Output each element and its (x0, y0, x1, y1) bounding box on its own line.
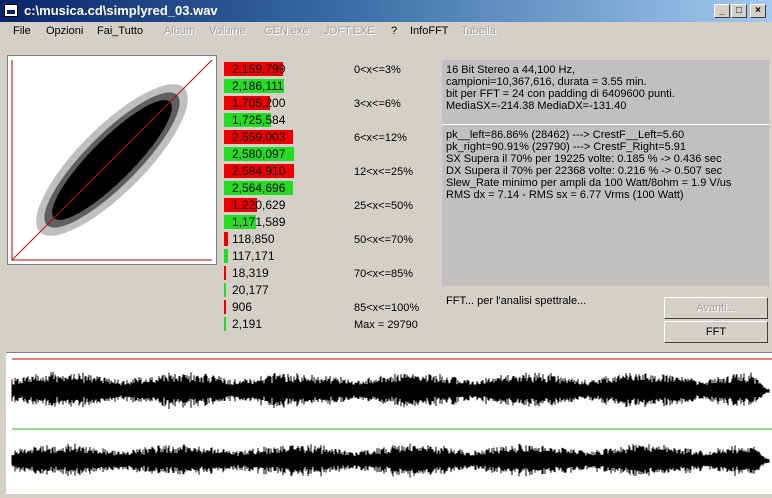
menu-infofft[interactable]: InfoFFT (410, 25, 449, 37)
range-label: 12<x<=25% (354, 166, 414, 178)
histogram-row: 117,171 (224, 249, 294, 263)
max-label: Max = 29790 (354, 319, 418, 331)
waveform-right-channel (11, 443, 770, 478)
stereo-scatter-plot (7, 55, 217, 265)
histogram-value: 2,580,097 (232, 147, 286, 161)
histogram-value: 1,705,200 (232, 96, 286, 110)
range-label: 70<x<=85% (354, 268, 414, 280)
close-button[interactable]: × (750, 4, 766, 18)
info-divider (442, 124, 769, 125)
waveform-panel (6, 352, 772, 494)
histogram-bar-left (224, 96, 270, 110)
histogram-row: 2,559,003 (224, 130, 294, 144)
histogram-row: 1,725,584 (224, 113, 294, 127)
menu-help[interactable]: ? (391, 25, 398, 37)
histogram-value: 906 (232, 300, 253, 314)
menu-gen-exe: GEN.exe (264, 25, 309, 37)
histogram-row: 2,186,111 (224, 79, 294, 93)
menu-album: Album (164, 25, 196, 37)
histogram-bar-right (224, 215, 256, 229)
fft-status-text: FFT... per l'analisi spettrale... (446, 295, 587, 307)
histogram-row: 2,580,097 (224, 147, 294, 161)
histogram-bar-left (224, 164, 294, 178)
histogram-value: 2,559,003 (232, 130, 286, 144)
info-panel: 16 Bit Stereo a 44,100 Hz, campioni=10,3… (442, 60, 769, 286)
histogram-row: 20,177 (224, 283, 294, 297)
next-button[interactable]: Avanti... (664, 297, 768, 319)
menu-fai-tutto[interactable]: Fai_Tutto (97, 25, 144, 37)
info-line: campioni=10,367,616, durata = 3.55 min. (446, 76, 647, 88)
histogram-value: 118,850 (232, 232, 275, 246)
minimize-button[interactable]: _ (714, 4, 730, 18)
info-line: SX Supera il 70% per 19225 volte: 0.185 … (446, 153, 722, 165)
range-label: 0<x<=3% (354, 64, 401, 76)
histogram-row: 18,319 (224, 266, 294, 280)
range-label: 50<x<=70% (354, 234, 414, 246)
histogram-bar-right (224, 181, 293, 195)
info-line: RMS dx = 7.14 - RMS sx = 6.77 Vrms (100 … (446, 189, 684, 201)
histogram-bar-left (224, 232, 228, 246)
histogram-row: 1,220,629 (224, 198, 294, 212)
info-line: MediaSX=-214.38 MediaDX=-131.40 (446, 100, 627, 112)
menu-file[interactable]: File (13, 25, 31, 37)
info-line: Slew_Rate minimo per ampli da 100 Watt/8… (446, 177, 732, 189)
maximize-button[interactable]: □ (731, 4, 747, 18)
app-icon[interactable] (4, 4, 18, 17)
histogram-value: 18,319 (232, 266, 269, 280)
histogram-bar-left (224, 130, 293, 144)
histogram-bar-left (224, 266, 226, 280)
fft-button[interactable]: FFT (664, 321, 768, 343)
histogram-row: 906 (224, 300, 294, 314)
histogram-bar-right (224, 113, 271, 127)
histogram-bar-right (224, 79, 284, 93)
histogram-value: 2,186,111 (232, 79, 284, 93)
menu-volume: Volume (209, 25, 246, 37)
histogram-row: 2,191 (224, 317, 294, 331)
histogram-value: 2,564,696 (232, 181, 286, 195)
histogram-value: 1,171,589 (232, 215, 286, 229)
waveform-left-channel (11, 371, 770, 409)
histogram-bar-right (224, 283, 226, 297)
histogram-value: 20,177 (232, 283, 269, 297)
range-label: 6<x<=12% (354, 132, 407, 144)
menu-opzioni[interactable]: Opzioni (46, 25, 84, 37)
histogram-row: 1,171,589 (224, 215, 294, 229)
histogram-value: 117,171 (232, 249, 275, 263)
histogram-value: 1,725,584 (232, 113, 286, 127)
info-line: pk_right=90.91% (29790) ---> CrestF_Righ… (446, 141, 686, 153)
histogram-value: 2,191 (232, 317, 263, 331)
histogram-bar-left (224, 198, 257, 212)
histogram-row: 2,159,799 (224, 62, 294, 76)
info-line: DX Supera il 70% per 22368 volte: 0.216 … (446, 165, 723, 177)
histogram-bar-right (224, 317, 226, 331)
window-title: c:\musica.cd\simplyred_03.wav (24, 3, 218, 18)
range-label: 3<x<=6% (354, 98, 401, 110)
histogram-bar-right (224, 249, 228, 263)
info-line: bit per FFT = 24 con padding di 6409600 … (446, 88, 675, 100)
histogram-bar-left (224, 62, 283, 76)
range-label: 85<x<=100% (354, 302, 420, 314)
histogram-value: 2,159,799 (232, 62, 286, 76)
menu-bar: File Opzioni Fai_Tutto Album Volume GEN.… (0, 22, 772, 41)
menu-jdft-exe: JDFT.EXE (324, 25, 375, 37)
menu-tabella: Tabella (461, 25, 496, 37)
histogram-value: 2,584,910 (232, 164, 286, 178)
info-line: 16 Bit Stereo a 44,100 Hz, (446, 64, 576, 76)
histogram-bar-right (224, 147, 294, 161)
range-label: 25<x<=50% (354, 200, 414, 212)
histogram-value: 1,220,629 (232, 198, 286, 212)
histogram-bar-left (224, 300, 226, 314)
info-line: pk__left=86.86% (28462) ---> CrestF__Lef… (446, 129, 685, 141)
histogram-row: 1,705,200 (224, 96, 294, 110)
histogram-row: 2,564,696 (224, 181, 294, 195)
histogram-row: 118,850 (224, 232, 294, 246)
title-bar: c:\musica.cd\simplyred_03.wav _ □ × (0, 0, 772, 22)
histogram-row: 2,584,910 (224, 164, 294, 178)
